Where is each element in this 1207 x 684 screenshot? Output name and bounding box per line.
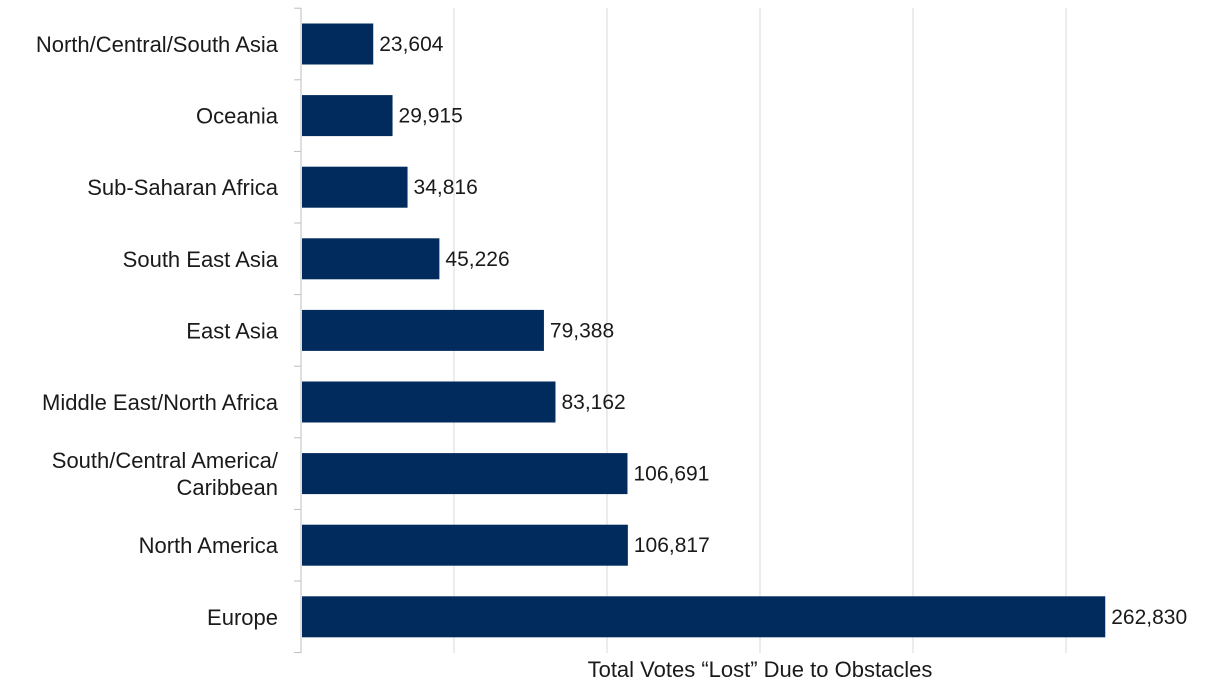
data-label: 79,388 [550,319,614,342]
bar [302,238,440,280]
category-label: Sub-Saharan Africa [87,175,279,200]
bar [302,381,556,423]
category-label: East Asia [186,318,278,343]
category-label: Oceania [196,104,279,129]
data-label: 262,830 [1111,606,1187,629]
data-label: 106,691 [633,463,709,486]
category-label: South/Central America/Caribbean [52,448,279,500]
bar [302,453,628,495]
data-label: 83,162 [561,391,625,414]
category-labels: North/Central/South Asia Oceania Sub-Sahar… [36,32,279,630]
category-label: Middle East/North Africa [42,390,279,415]
data-label: 23,604 [379,33,444,56]
category-label: South East Asia [123,247,279,272]
data-label: 106,817 [634,534,710,557]
data-label: 45,226 [445,248,509,271]
bar [302,309,544,351]
bar [302,524,628,566]
value-labels: 23,604 29,915 34,816 45,226 79,388 83,162 106,… [379,33,1187,629]
data-label: 29,915 [399,105,463,128]
category-label: North/Central/South Asia [36,32,279,57]
bars [302,23,1106,638]
bar [302,596,1106,638]
x-axis-title: Total Votes “Lost” Due to Obstacles [588,657,933,682]
data-label: 34,816 [414,176,478,199]
category-label: Europe [207,605,278,630]
category-label: North America [139,533,279,558]
bar [302,95,393,137]
bar [302,166,408,208]
category-axis [294,7,302,654]
bar [302,23,374,65]
